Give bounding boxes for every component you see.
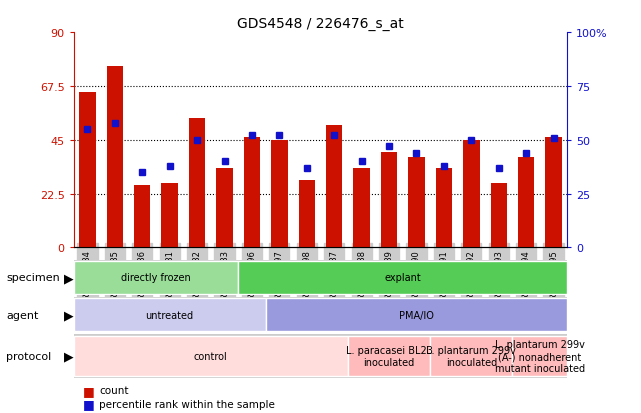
Text: ▶: ▶ bbox=[64, 350, 74, 363]
Text: GDS4548 / 226476_s_at: GDS4548 / 226476_s_at bbox=[237, 17, 404, 31]
Bar bbox=[490, 183, 507, 248]
Bar bbox=[463, 140, 479, 248]
Bar bbox=[134, 186, 151, 248]
Bar bbox=[348, 336, 430, 376]
Text: protocol: protocol bbox=[6, 351, 52, 361]
Bar bbox=[79, 93, 96, 248]
Bar bbox=[162, 183, 178, 248]
Bar bbox=[244, 138, 260, 248]
Bar bbox=[74, 299, 265, 331]
Bar bbox=[216, 169, 233, 248]
Bar bbox=[381, 152, 397, 248]
Bar bbox=[512, 336, 567, 376]
Bar bbox=[545, 138, 562, 248]
Text: L. plantarum 299v
inoculated: L. plantarum 299v inoculated bbox=[426, 345, 516, 367]
Bar bbox=[518, 157, 535, 248]
Bar bbox=[326, 126, 342, 248]
Text: directly frozen: directly frozen bbox=[121, 273, 191, 283]
Bar bbox=[106, 66, 123, 248]
Text: ■: ■ bbox=[83, 397, 95, 411]
Text: control: control bbox=[194, 351, 228, 361]
Bar bbox=[436, 169, 452, 248]
Text: ▶: ▶ bbox=[64, 271, 74, 284]
Bar bbox=[271, 140, 288, 248]
Text: L. plantarum 299v
(A-) nonadherent
mutant inoculated: L. plantarum 299v (A-) nonadherent mutan… bbox=[495, 339, 585, 373]
Bar bbox=[74, 261, 238, 294]
Text: untreated: untreated bbox=[146, 310, 194, 320]
Text: count: count bbox=[99, 385, 129, 395]
Text: percentile rank within the sample: percentile rank within the sample bbox=[99, 399, 275, 409]
Bar bbox=[238, 261, 567, 294]
Text: L. paracasei BL23
inoculated: L. paracasei BL23 inoculated bbox=[345, 345, 433, 367]
Bar bbox=[189, 119, 205, 248]
Bar bbox=[265, 299, 567, 331]
Bar bbox=[408, 157, 425, 248]
Bar bbox=[74, 336, 348, 376]
Text: specimen: specimen bbox=[6, 273, 60, 283]
Text: agent: agent bbox=[6, 310, 39, 320]
Text: explant: explant bbox=[385, 273, 421, 283]
Bar bbox=[353, 169, 370, 248]
Text: PMA/IO: PMA/IO bbox=[399, 310, 434, 320]
Text: ▶: ▶ bbox=[64, 309, 74, 321]
Text: ■: ■ bbox=[83, 384, 95, 397]
Bar bbox=[430, 336, 512, 376]
Bar bbox=[299, 181, 315, 248]
